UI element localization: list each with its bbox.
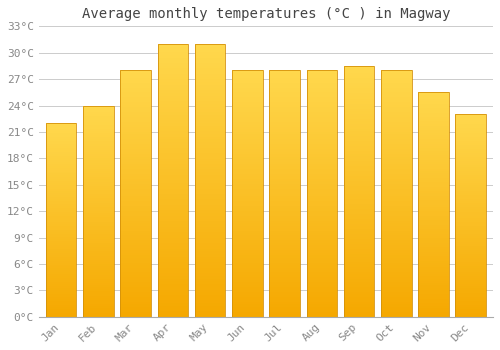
Bar xyxy=(158,44,188,317)
Bar xyxy=(46,123,76,317)
Bar xyxy=(456,114,486,317)
Title: Average monthly temperatures (°C ) in Magway: Average monthly temperatures (°C ) in Ma… xyxy=(82,7,450,21)
Bar xyxy=(381,70,412,317)
Bar xyxy=(195,44,226,317)
Bar xyxy=(83,105,114,317)
Bar xyxy=(418,92,448,317)
Bar xyxy=(232,70,262,317)
Bar xyxy=(120,70,151,317)
Bar xyxy=(306,70,337,317)
Bar xyxy=(270,70,300,317)
Bar xyxy=(344,66,374,317)
